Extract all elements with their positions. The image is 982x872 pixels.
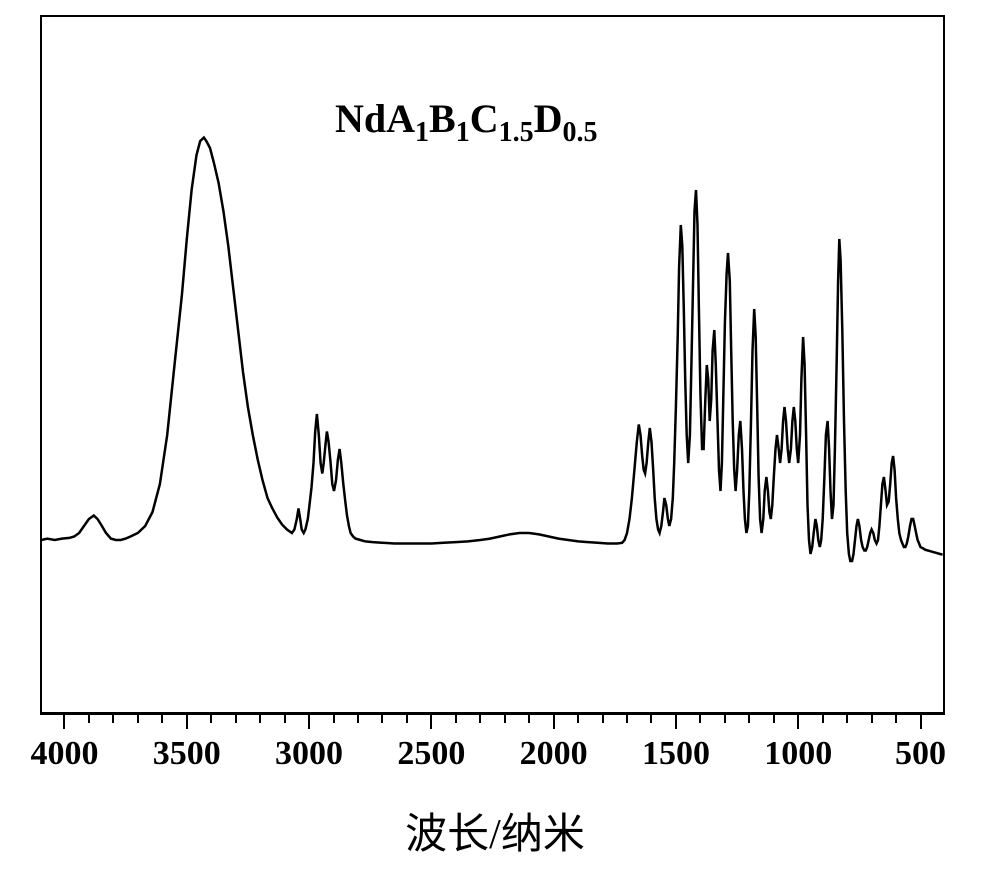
x-tick-major xyxy=(63,715,65,729)
x-tick-minor xyxy=(528,715,530,723)
x-tick-minor xyxy=(650,715,652,723)
x-tick-minor xyxy=(88,715,90,723)
x-tick-minor xyxy=(455,715,457,723)
x-tick-label: 1000 xyxy=(764,735,832,773)
x-tick-minor xyxy=(699,715,701,723)
x-tick-minor xyxy=(724,715,726,723)
x-tick-minor xyxy=(479,715,481,723)
x-tick-minor xyxy=(504,715,506,723)
x-tick-minor xyxy=(626,715,628,723)
x-tick-minor xyxy=(602,715,604,723)
x-tick-label: 500 xyxy=(895,735,946,773)
x-tick-minor xyxy=(773,715,775,723)
x-tick-minor xyxy=(822,715,824,723)
x-tick-major xyxy=(430,715,432,729)
x-tick-minor xyxy=(235,715,237,723)
x-tick-minor xyxy=(161,715,163,723)
x-tick-label: 3500 xyxy=(153,735,221,773)
x-tick-minor xyxy=(577,715,579,723)
x-tick-major xyxy=(186,715,188,729)
x-tick-minor xyxy=(871,715,873,723)
x-axis-label: 波长/纳米 xyxy=(405,800,585,861)
x-tick-minor xyxy=(284,715,286,723)
x-tick-label: 2000 xyxy=(520,735,588,773)
x-tick-minor xyxy=(137,715,139,723)
x-tick-major xyxy=(553,715,555,729)
x-tick-minor xyxy=(748,715,750,723)
x-tick-major xyxy=(675,715,677,729)
x-tick-label: 3000 xyxy=(275,735,343,773)
x-tick-minor xyxy=(895,715,897,723)
x-tick-minor xyxy=(112,715,114,723)
x-tick-minor xyxy=(333,715,335,723)
x-tick-major xyxy=(797,715,799,729)
spectrum-chart: NdA1B1C1.5D0.5 波长/纳米 4000 3500 3000 2500 200… xyxy=(0,0,982,872)
x-tick-major xyxy=(308,715,310,729)
chart-title: NdA1B1C1.5D0.5 xyxy=(335,95,598,149)
x-tick-major xyxy=(920,715,922,729)
x-tick-label: 4000 xyxy=(30,735,98,773)
x-tick-minor xyxy=(357,715,359,723)
x-tick-minor xyxy=(406,715,408,723)
x-tick-minor xyxy=(210,715,212,723)
x-tick-label: 1500 xyxy=(642,735,710,773)
x-tick-minor xyxy=(259,715,261,723)
x-tick-minor xyxy=(381,715,383,723)
x-tick-label: 2500 xyxy=(397,735,465,773)
x-tick-minor xyxy=(846,715,848,723)
